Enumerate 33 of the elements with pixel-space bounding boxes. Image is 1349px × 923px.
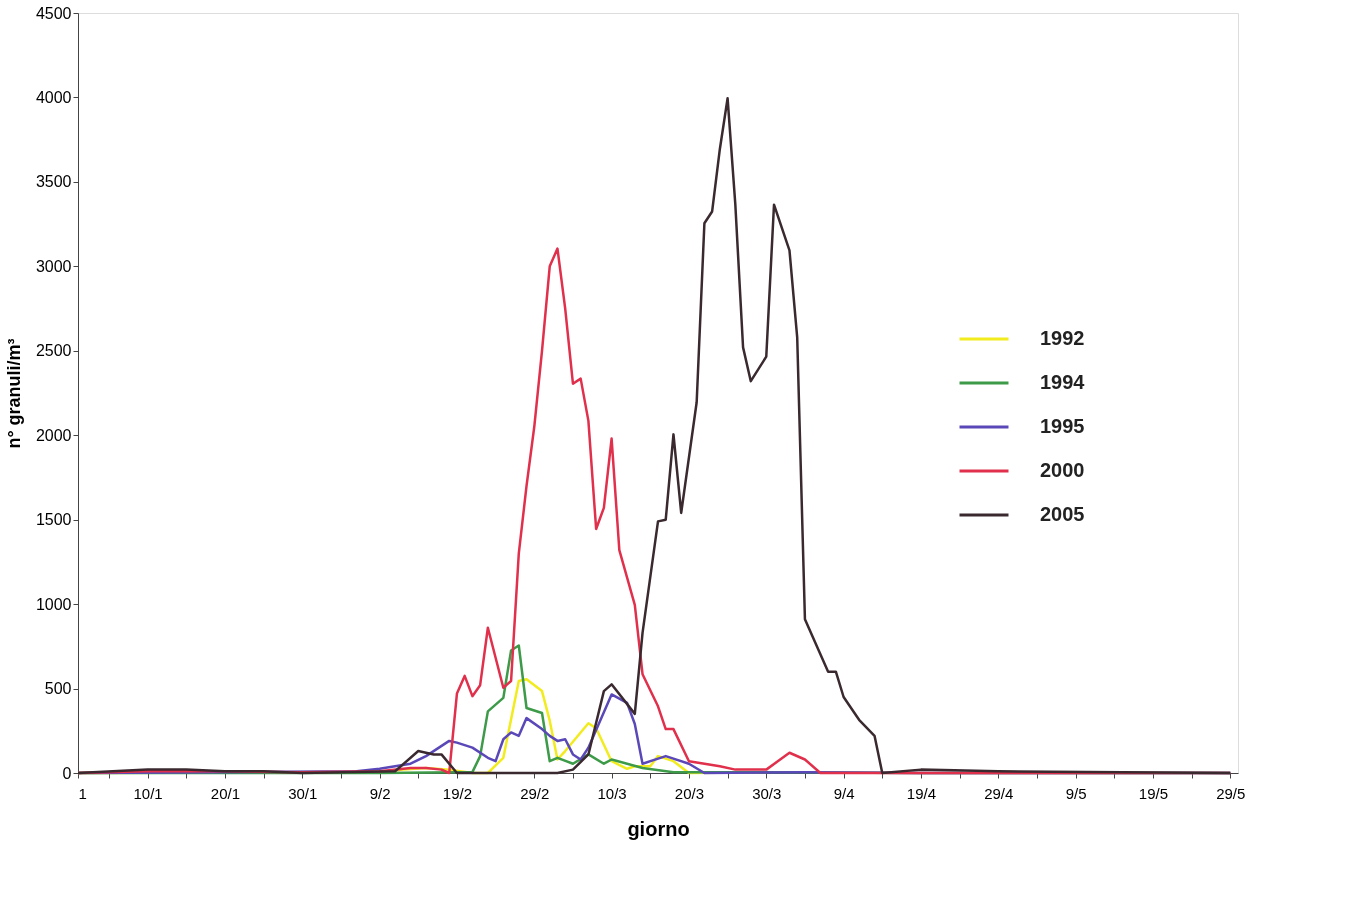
x-tick-label: 29/2 <box>520 784 550 802</box>
legend-label: 1994 <box>1040 371 1086 393</box>
y-tick-label: 2500 <box>35 342 72 360</box>
x-tick-label: 19/4 <box>906 784 937 802</box>
x-tick-label: 30/1 <box>288 784 318 802</box>
x-axis-title: giorno <box>627 817 690 840</box>
y-tick-label: 3000 <box>35 257 72 275</box>
x-tick-label: 19/5 <box>1138 784 1169 802</box>
x-tick-label: 10/3 <box>597 784 627 802</box>
legend-label: 2005 <box>1040 503 1085 525</box>
y-tick-label: 0 <box>62 764 72 782</box>
y-axis-title: n° granuli/m³ <box>3 338 24 449</box>
y-tick-label: 3500 <box>35 173 72 191</box>
y-tick-label: 2000 <box>35 426 72 444</box>
x-tick-label: 1 <box>78 784 87 802</box>
y-tick-label: 1000 <box>35 595 72 613</box>
legend-label: 1995 <box>1040 415 1085 437</box>
x-tick-label: 30/3 <box>752 784 782 802</box>
legend-label: 2000 <box>1040 459 1085 481</box>
x-tick-label: 29/4 <box>984 784 1014 802</box>
x-tick-label: 20/1 <box>210 784 241 802</box>
x-tick-label: 19/2 <box>442 784 473 802</box>
x-tick-label: 9/2 <box>369 784 391 802</box>
x-tick-label: 10/1 <box>133 784 163 802</box>
y-tick-label: 500 <box>44 680 72 698</box>
y-tick-label: 4500 <box>35 4 72 22</box>
x-tick-label: 20/3 <box>674 784 705 802</box>
x-tick-label: 29/5 <box>1216 784 1246 802</box>
y-tick-label: 1500 <box>35 511 72 529</box>
x-tick-label: 9/5 <box>1065 784 1087 802</box>
x-tick-label: 9/4 <box>833 784 855 802</box>
legend-label: 1992 <box>1040 327 1085 349</box>
y-tick-label: 4000 <box>35 88 72 106</box>
